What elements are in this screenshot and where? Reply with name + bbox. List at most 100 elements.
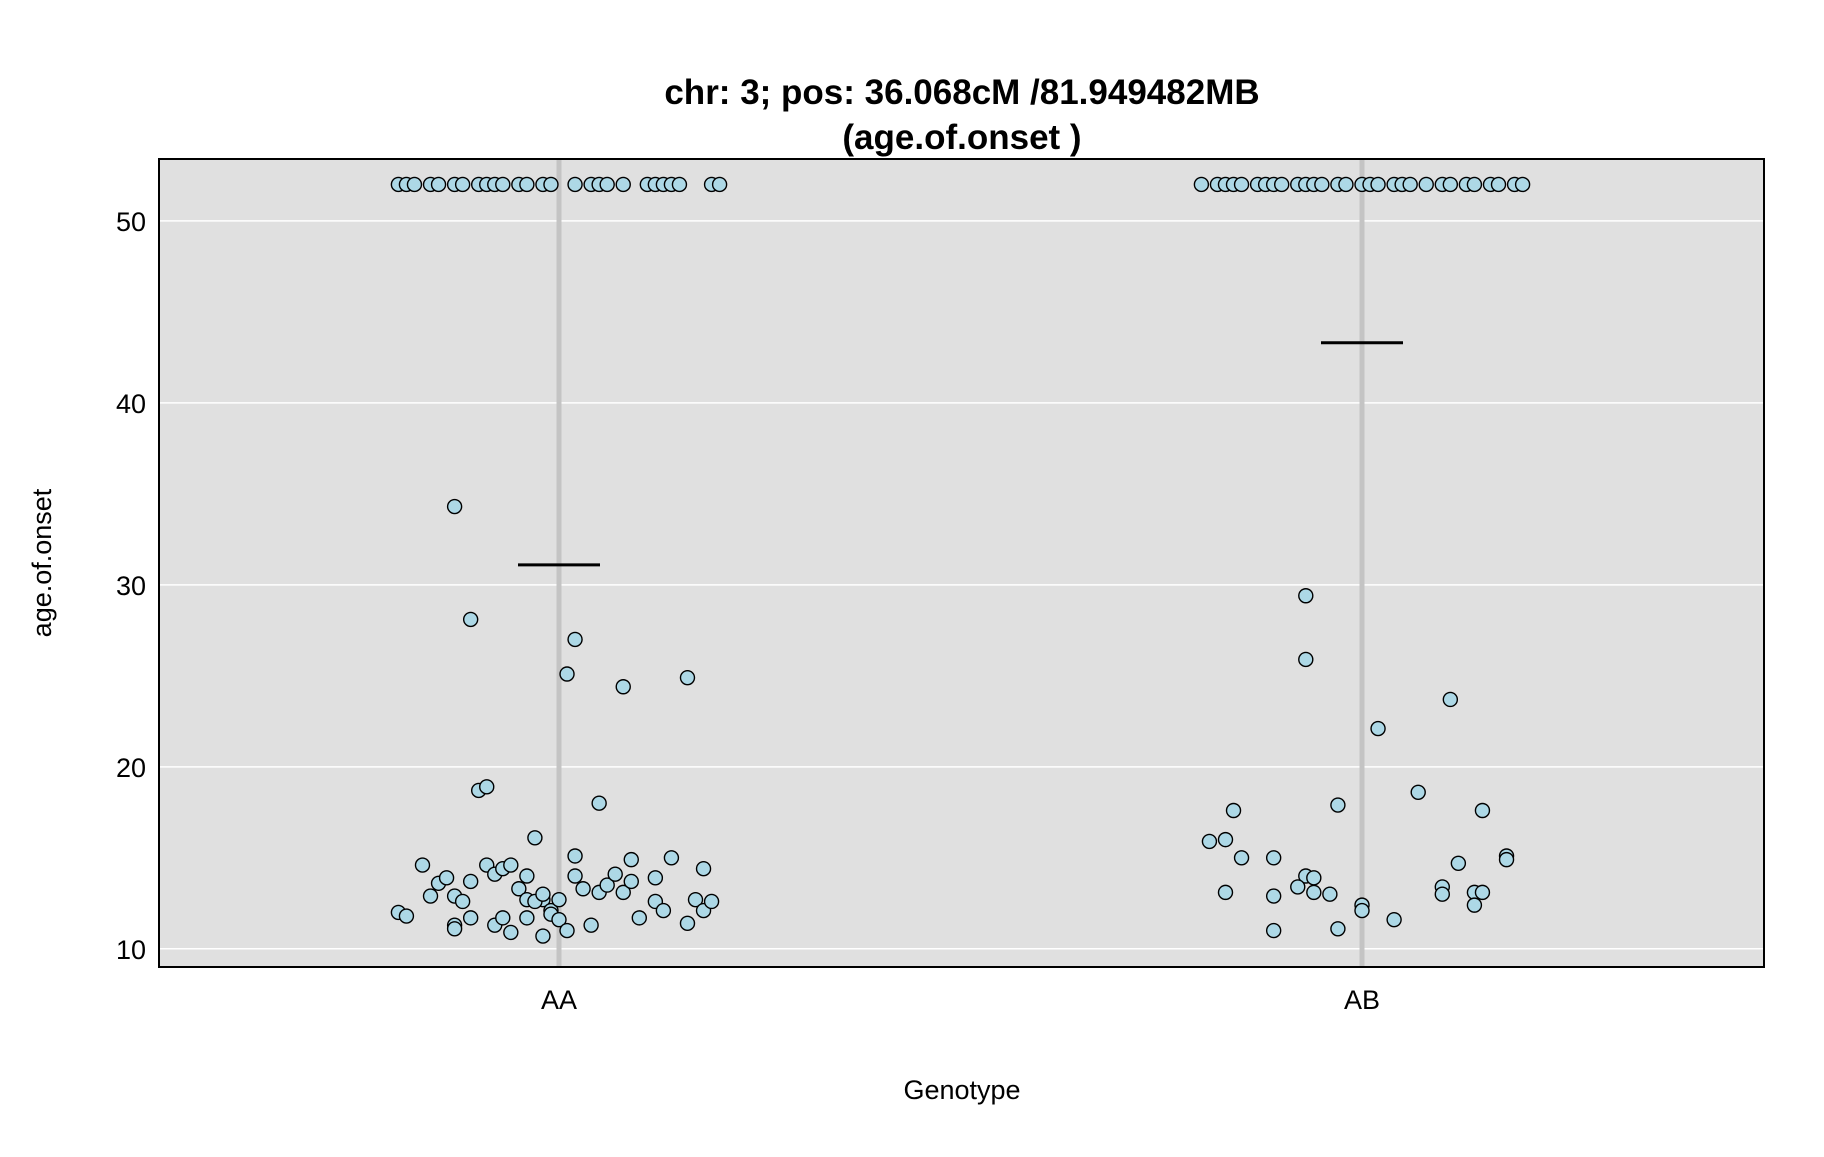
data-point [647,870,664,886]
x-tick-label: AA [541,985,577,1015]
data-point [1370,720,1386,737]
plot-border [158,158,1765,968]
data-point [1386,911,1402,928]
data-point [703,893,720,910]
data-point [462,873,479,890]
data-point [679,669,696,686]
data-point [1225,802,1242,819]
data-point [511,881,527,897]
data-point [519,910,535,926]
y-tick-label: 20 [116,753,146,783]
data-point [1418,176,1434,193]
data-point [519,868,535,884]
data-point [607,866,623,882]
data-point [559,922,575,939]
x-tick-labels: AA AB [541,985,1380,1015]
data-point [1466,176,1483,193]
data-point [527,830,543,846]
mean-lines [518,341,1403,567]
x-axis-label: Genotype [903,1075,1020,1105]
data-point [575,881,591,897]
data-point [615,884,631,901]
data-point [623,873,639,890]
data-point [1442,176,1459,193]
data-point [495,910,511,926]
data-point [1514,176,1531,193]
data-point [1442,691,1459,708]
data-point [1217,831,1234,848]
data-point [406,176,423,193]
grid-lines [159,220,1764,950]
data-point [1354,902,1370,919]
y-tick-labels: 10 20 30 40 50 [116,207,146,965]
data-point [454,893,471,910]
data-point [1193,176,1210,193]
data-point [1490,176,1507,193]
data-point [438,870,455,886]
data-point [1450,855,1467,871]
chart-subtitle: (age.of.onset ) [842,118,1081,157]
data-point [1201,833,1218,850]
data-point [1306,884,1322,901]
data-point [446,498,463,515]
data-point [559,666,575,682]
data-point [663,850,680,866]
data-points [390,176,1531,944]
data-point [462,910,479,926]
data-point [679,915,696,932]
data-point [1474,802,1491,819]
data-point [1330,797,1346,813]
data-point [1498,851,1515,868]
data-point [503,924,519,941]
data-point [1330,921,1346,937]
data-point [519,176,535,193]
data-point [446,921,463,937]
data-point [599,176,615,193]
data-point [535,886,551,902]
data-point [1410,784,1426,800]
data-point [567,176,583,193]
y-tick-label: 10 [116,935,146,965]
category-lines [556,159,1365,967]
data-point [591,795,607,811]
x-tick-label: AB [1344,985,1380,1015]
data-point [495,176,511,193]
data-point [631,910,647,926]
data-point [1273,176,1290,193]
data-point [479,779,495,795]
y-axis-label: age.of.onset [27,488,57,637]
data-point [1370,176,1386,193]
data-point [1466,897,1483,913]
y-tick-label: 50 [116,207,146,237]
data-point [671,176,688,193]
y-tick-label: 40 [116,389,146,419]
data-point [1233,176,1250,193]
data-point [543,176,559,193]
data-point [398,908,415,924]
data-point [454,176,471,193]
data-point [1233,850,1250,866]
data-point [1265,888,1282,904]
data-point [1338,176,1354,193]
data-point [583,917,599,933]
data-point [615,176,631,193]
data-point [422,888,439,904]
data-point [551,911,567,928]
data-point [535,928,551,944]
data-point [599,877,615,893]
data-point [1298,588,1314,604]
data-point [687,891,704,908]
data-point [462,611,479,628]
data-point [567,631,583,648]
data-point [1290,879,1306,895]
data-point [1298,651,1314,668]
data-point [1217,884,1234,901]
data-point [1474,884,1491,901]
data-point [711,176,728,193]
data-point [1314,176,1330,193]
data-point [1265,922,1282,939]
data-point [623,851,639,868]
data-point [695,861,712,877]
